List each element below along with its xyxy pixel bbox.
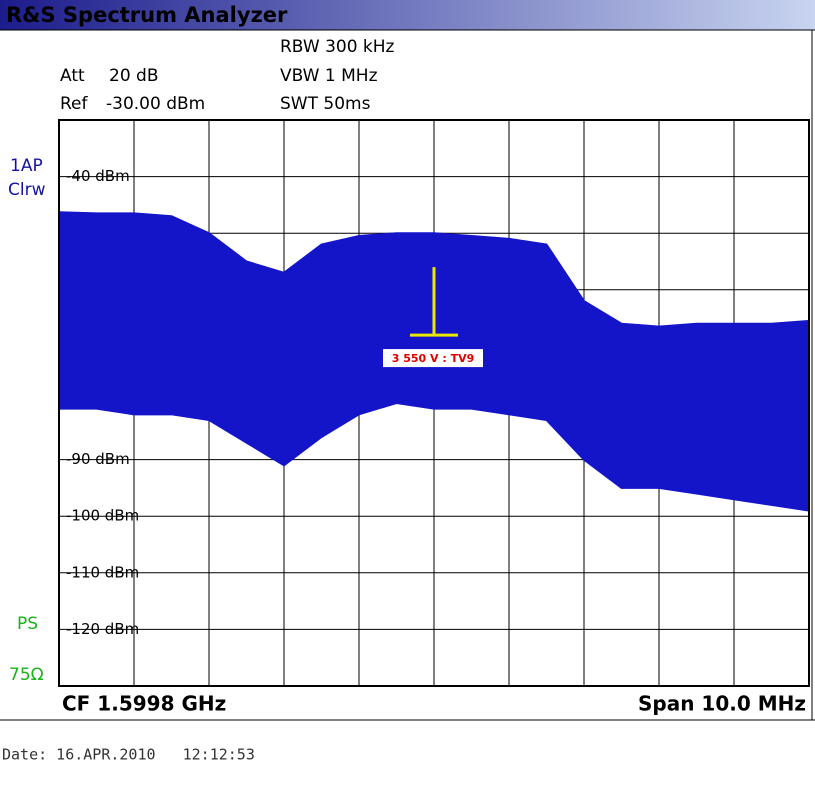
y-tick-label: -90 dBm bbox=[66, 450, 130, 468]
trace-id: 1AP bbox=[10, 156, 43, 176]
impedance: 75Ω bbox=[9, 665, 44, 685]
y-tick-label: -100 dBm bbox=[66, 507, 139, 525]
title: R&S Spectrum Analyzer bbox=[6, 3, 288, 27]
vbw: VBW 1 MHz bbox=[280, 66, 378, 86]
att: 20 dB bbox=[109, 66, 159, 86]
rbw: RBW 300 kHz bbox=[280, 37, 395, 57]
ref-label: Ref bbox=[60, 94, 89, 114]
center-frequency: CF 1.5998 GHz bbox=[62, 692, 226, 716]
plot-frame bbox=[58, 119, 810, 687]
att-label: Att bbox=[60, 66, 85, 86]
ref: -30.00 dBm bbox=[106, 94, 205, 114]
title-bar bbox=[0, 0, 815, 30]
plot: -40 dBm -90 dBm -100 dBm -110 dBm -120 dBm 3 … bbox=[58, 119, 810, 687]
y-tick-label: -120 dBm bbox=[66, 620, 139, 638]
y-tick-label: -110 dBm bbox=[66, 563, 139, 581]
trace-mode: Clrw bbox=[8, 180, 46, 200]
swt: SWT 50ms bbox=[280, 94, 371, 114]
ps: PS bbox=[17, 614, 38, 634]
y-tick-label: -40 dBm bbox=[66, 167, 130, 185]
span: Span 10.0 MHz bbox=[638, 692, 806, 716]
marker-label: 3 550 V : TV9 bbox=[392, 352, 475, 365]
date: Date: 16.APR.2010 12:12:53 bbox=[2, 746, 255, 764]
marker-label-box bbox=[383, 349, 483, 368]
